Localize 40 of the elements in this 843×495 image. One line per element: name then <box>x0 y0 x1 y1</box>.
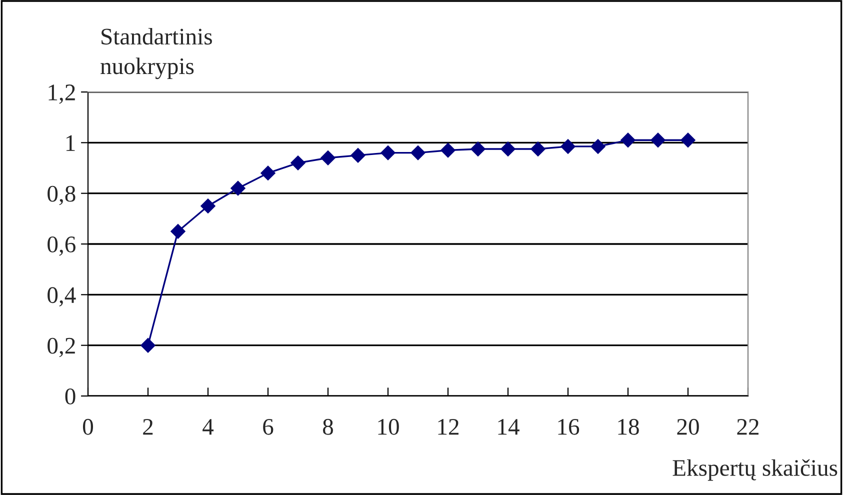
x-axis-title: Ekspertų skaičius <box>672 459 838 481</box>
point <box>170 224 186 239</box>
y-tick-label: 1 <box>66 135 75 151</box>
x-tick-label: 18 <box>618 418 639 435</box>
x-tick-label: 16 <box>558 418 580 435</box>
y-tick-label: 0 <box>65 388 76 404</box>
point <box>590 139 606 154</box>
y-tick-label: 0,6 <box>48 236 76 256</box>
point <box>470 142 486 156</box>
point <box>620 132 636 148</box>
point <box>650 132 666 148</box>
point <box>380 145 396 160</box>
y-tick-label: 0,2 <box>48 338 75 358</box>
point <box>410 145 426 160</box>
point <box>500 142 516 156</box>
y-axis-title: Standartinis nuokrypis <box>100 28 212 80</box>
point <box>350 148 366 163</box>
y-tick-label: 0,4 <box>48 287 76 306</box>
point <box>560 139 576 154</box>
point <box>260 166 276 180</box>
point <box>320 150 336 166</box>
x-tick-label: 2 <box>143 418 153 435</box>
x-tick-label: 4 <box>202 419 214 435</box>
point <box>530 142 546 156</box>
x-tick-label: 6 <box>263 418 274 435</box>
y-tick-label: 1,2 <box>48 84 75 104</box>
point <box>680 132 696 148</box>
point <box>290 156 306 170</box>
x-tick-label: 8 <box>322 418 334 435</box>
point <box>230 180 246 196</box>
x-tick-label: 22 <box>737 418 759 435</box>
point <box>200 198 216 214</box>
x-tick-label: 14 <box>498 419 520 435</box>
y-tick-label: 0,8 <box>48 186 76 206</box>
point <box>140 338 156 353</box>
x-tick-label: 0 <box>82 418 94 435</box>
x-tick-label: 12 <box>438 418 459 435</box>
x-tick-label: 10 <box>378 418 399 435</box>
point <box>440 142 456 158</box>
x-tick-label: 20 <box>677 418 699 435</box>
